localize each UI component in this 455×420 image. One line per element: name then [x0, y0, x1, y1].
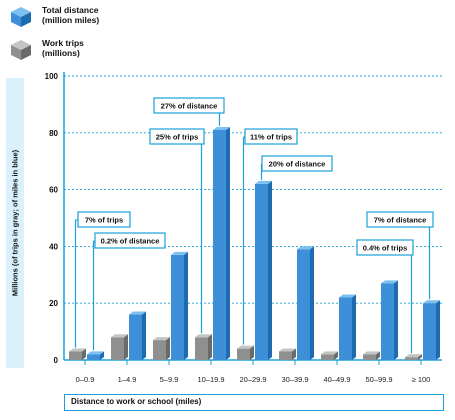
y-tick-label: 20	[49, 299, 58, 308]
blue-cube-icon	[11, 7, 31, 27]
bar-total-distance-top	[87, 351, 104, 355]
bar-total-distance	[297, 249, 310, 360]
bar-total-distance-side	[226, 126, 230, 361]
x-tick-label: 40–49.9	[323, 375, 350, 384]
annotation-box	[261, 155, 333, 172]
y-tick-label: 60	[49, 186, 58, 195]
bar-work-trips-side	[376, 351, 380, 360]
bar-work-trips	[153, 340, 166, 360]
y-axis-label-box: Millions (of trips in gray; of miles in …	[6, 78, 24, 368]
bar-work-trips-top	[363, 351, 380, 355]
bar-work-trips	[279, 351, 292, 360]
bar-work-trips	[237, 348, 250, 360]
bar-work-trips-top	[405, 354, 422, 358]
annotation-box	[366, 211, 434, 228]
bar-total-distance-top	[171, 251, 188, 255]
bar-total-distance-top	[129, 311, 146, 315]
annotation-label: 7% of trips	[85, 216, 123, 225]
x-tick-label: 0–0.9	[76, 375, 95, 384]
y-tick-label: 40	[49, 242, 58, 251]
bar-work-trips-top	[237, 345, 254, 349]
bar-work-trips-side	[82, 348, 86, 360]
x-tick-label: ≥ 100	[412, 375, 431, 384]
bar-work-trips	[195, 337, 208, 360]
bar-work-trips-top	[153, 337, 170, 341]
y-tick-label: 0	[54, 356, 59, 365]
bar-work-trips-top	[69, 348, 86, 352]
annotation-box	[244, 128, 298, 145]
legend-label-work-trips: Work trips	[42, 38, 84, 48]
bar-total-distance-side	[100, 351, 104, 360]
bar-total-distance	[129, 314, 142, 360]
bar-work-trips-side	[418, 354, 422, 360]
bar-work-trips-side	[334, 351, 338, 360]
bar-work-trips-side	[250, 345, 254, 360]
annotation-label: 7% of distance	[374, 216, 427, 225]
bar-work-trips	[69, 351, 82, 360]
bar-work-trips	[363, 354, 376, 360]
annotation-label: 0.2% of distance	[101, 237, 160, 246]
legend: Total distance (million miles) Work trip…	[8, 4, 168, 66]
annotation-box	[77, 211, 131, 228]
bar-total-distance-side	[310, 246, 314, 360]
y-tick-label: 100	[45, 72, 59, 81]
x-tick-label: 10–19.9	[197, 375, 224, 384]
annotation-label: 11% of trips	[250, 133, 292, 142]
annotation-box	[356, 239, 414, 256]
bar-total-distance	[423, 303, 436, 360]
bar-total-distance-side	[394, 280, 398, 360]
annotation-label: 0.4% of trips	[363, 244, 408, 253]
bar-total-distance	[255, 183, 268, 360]
bar-work-trips	[111, 337, 124, 360]
y-tick-label: 80	[49, 129, 58, 138]
legend-item-work-trips: Work trips (millions)	[8, 37, 168, 65]
bar-work-trips	[405, 357, 418, 360]
bar-total-distance	[171, 254, 184, 360]
bar-work-trips-top	[111, 334, 128, 338]
bar-work-trips-top	[321, 351, 338, 355]
bar-total-distance-top	[423, 300, 440, 304]
annotation-box	[94, 232, 166, 249]
bar-total-distance	[381, 283, 394, 360]
bar-total-distance-top	[297, 246, 314, 250]
x-tick-label: 1–4.9	[118, 375, 137, 384]
legend-sub-work-trips: (millions)	[42, 48, 80, 58]
bar-total-distance-side	[184, 251, 188, 360]
bar-total-distance	[87, 354, 100, 360]
bar-work-trips-side	[124, 334, 128, 360]
bar-work-trips-side	[208, 334, 212, 360]
bar-total-distance-top	[339, 294, 356, 298]
annotation-box	[149, 128, 205, 145]
legend-sub-total-distance: (million miles)	[42, 15, 100, 25]
x-axis-label-box: Distance to work or school (miles)	[64, 394, 444, 411]
bar-work-trips-side	[166, 337, 170, 360]
bar-work-trips-top	[279, 348, 296, 352]
bar-total-distance-side	[352, 294, 356, 360]
bar-work-trips	[321, 354, 334, 360]
x-tick-label: 30–39.9	[281, 375, 308, 384]
bar-total-distance	[213, 129, 226, 360]
legend-label-total-distance: Total distance	[42, 5, 99, 15]
x-axis-label: Distance to work or school (miles)	[71, 397, 202, 406]
x-tick-label: 50–99.9	[365, 375, 392, 384]
gray-cube-icon	[11, 40, 31, 60]
annotation-label: 20% of distance	[269, 160, 326, 169]
bar-work-trips-top	[195, 334, 212, 338]
annotation-label: 27% of distance	[161, 102, 218, 111]
bar-total-distance-top	[255, 180, 272, 184]
legend-item-total-distance: Total distance (million miles)	[8, 4, 168, 32]
bar-total-distance-top	[213, 126, 230, 130]
bar-total-distance-side	[436, 300, 440, 360]
bar-work-trips-side	[292, 348, 296, 360]
annotation-label: 25% of trips	[156, 133, 199, 142]
x-tick-label: 20–29.9	[239, 375, 266, 384]
bar-total-distance-side	[268, 180, 272, 360]
bar-total-distance	[339, 297, 352, 360]
annotation-box	[153, 97, 225, 114]
bar-total-distance-side	[142, 311, 146, 360]
bar-total-distance-top	[381, 280, 398, 284]
x-tick-label: 5–9.9	[160, 375, 179, 384]
